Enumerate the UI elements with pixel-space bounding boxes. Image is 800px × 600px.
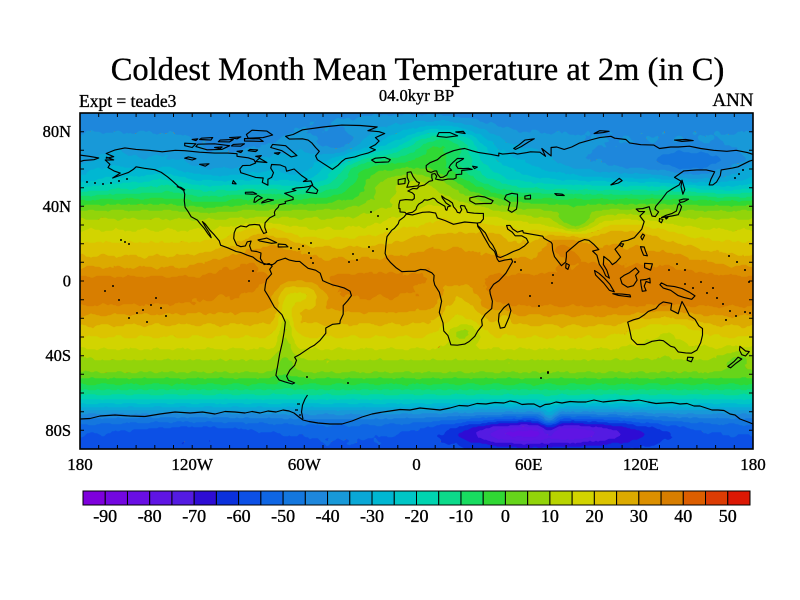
svg-text:20: 20 [585,506,603,526]
svg-text:10: 10 [541,506,559,526]
svg-text:180: 180 [740,455,766,474]
svg-text:0: 0 [63,272,71,291]
svg-text:-40: -40 [316,506,340,526]
svg-text:40N: 40N [43,197,72,216]
svg-text:60W: 60W [288,455,322,474]
svg-text:40: 40 [674,506,692,526]
svg-text:40S: 40S [45,346,71,365]
svg-text:-60: -60 [227,506,251,526]
svg-text:120E: 120E [623,455,659,474]
svg-text:-90: -90 [93,506,117,526]
svg-text:-30: -30 [360,506,384,526]
svg-text:60E: 60E [515,455,542,474]
svg-text:80N: 80N [43,122,72,141]
svg-text:120W: 120W [171,455,214,474]
svg-text:-70: -70 [182,506,206,526]
svg-text:Expt = teade3: Expt = teade3 [79,91,177,111]
svg-text:-10: -10 [449,506,473,526]
svg-text:Coldest Month Mean Temperature: Coldest Month Mean Temperature at 2m (in… [111,52,725,88]
svg-text:30: 30 [630,506,648,526]
svg-text:80S: 80S [45,421,71,440]
svg-text:-20: -20 [405,506,429,526]
svg-text:180: 180 [67,455,93,474]
svg-text:0: 0 [501,506,510,526]
svg-text:ANN: ANN [712,90,753,111]
svg-text:0: 0 [412,455,421,474]
svg-text:04.0kyr BP: 04.0kyr BP [379,86,454,105]
svg-text:-80: -80 [138,506,162,526]
svg-text:-50: -50 [271,506,295,526]
svg-text:50: 50 [719,506,737,526]
